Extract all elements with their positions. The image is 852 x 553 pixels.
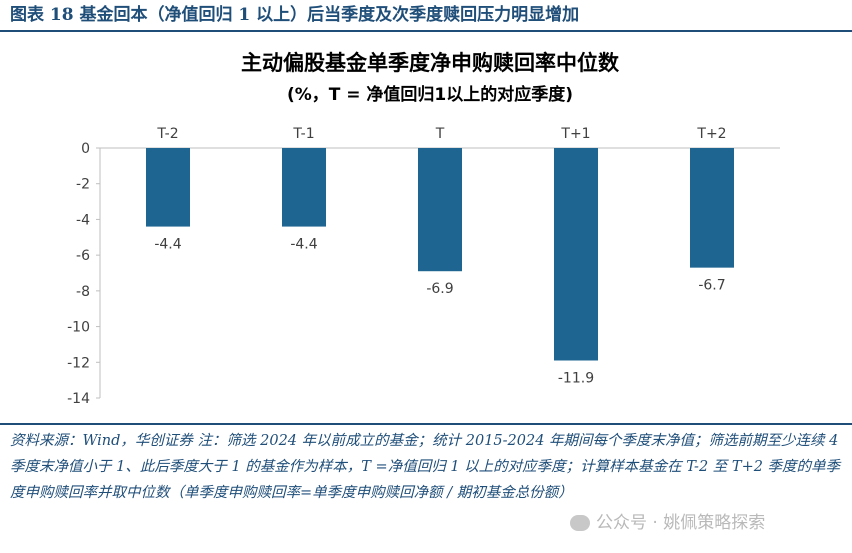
figure-caption-text: 图表 18 基金回本（净值回归 1 以上）后当季度及次季度赎回压力明显增加 [10,5,580,25]
chart-subtitle: (%，T = 净值回归1以上的对应季度) [287,84,573,105]
plot-area: 0 -2 -4 -6 -8 -10 -12 -14 T-2 -4.4 T-1 -4.4 T -6.9 T+1… [67,126,780,407]
data-label: -6.9 [426,281,453,297]
y-tick-label: -4 [76,212,90,228]
x-tick-label: T [435,126,445,142]
caption-divider [0,30,852,32]
source-note: 资料来源：Wind，华创证券 注：筛选 2024 年以前成立的基金；统计 201… [10,433,841,501]
bar [282,148,326,227]
data-label: -4.4 [290,237,317,253]
source-divider [0,423,852,425]
watermark-text: 公众号 · 姚佩策略探索 [596,513,766,533]
watermark: 公众号 · 姚佩策略探索 [570,508,765,533]
data-label: -6.7 [698,278,725,294]
x-tick-label: T-2 [156,126,178,142]
chart-title: 主动偏股基金单季度净申购赎回率中位数 [241,51,620,75]
y-tick-label: -14 [67,391,90,407]
data-label: -4.4 [154,237,181,253]
y-tick-label: 0 [81,141,90,157]
bar-chart: 主动偏股基金单季度净申购赎回率中位数 (%，T = 净值回归1以上的对应季度) … [67,51,780,407]
x-tick-label: T+1 [560,126,590,142]
bar [146,148,190,227]
bar [690,148,734,268]
bar [554,148,598,361]
y-tick-label: -2 [76,177,90,193]
y-tick-label: -10 [67,320,90,336]
data-label: -11.9 [558,371,594,387]
y-tick-label: -12 [67,355,90,371]
y-tick-label: -6 [76,248,90,264]
wechat-icon [570,515,590,531]
figure-caption: 图表 18 基金回本（净值回归 1 以上）后当季度及次季度赎回压力明显增加 [0,0,852,30]
x-tick-label: T+2 [696,126,726,142]
y-tick-label: -8 [76,284,90,300]
bar [418,148,462,272]
x-tick-label: T-1 [292,126,314,142]
